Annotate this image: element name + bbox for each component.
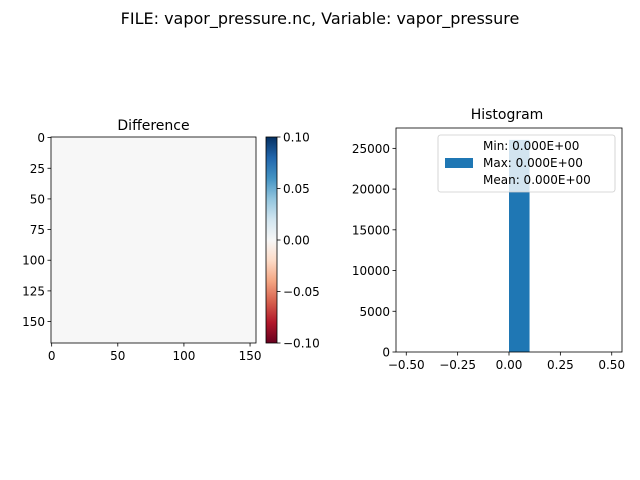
difference-ytick-label: 50: [30, 192, 45, 206]
difference-ytick-label: 150: [22, 315, 45, 329]
colorbar-frame: [265, 136, 278, 344]
colorbar-tick-label: −0.10: [283, 337, 320, 351]
histogram-ytick-label: 20000: [352, 183, 390, 197]
difference-ytick-label: 75: [30, 223, 45, 237]
difference-ytick-label: 100: [22, 254, 45, 268]
colorbar-tick-label: −0.05: [283, 285, 320, 299]
difference-heatmap-panel: Difference 0 50 100 150 0 25 50 75 100 125 150: [22, 118, 261, 363]
colorbar-tick-label: 0.10: [283, 131, 310, 145]
histogram-bar: [509, 139, 530, 352]
figure-suptitle: FILE: vapor_pressure.nc, Variable: vapor…: [121, 9, 520, 29]
histogram-ytick-label: 5000: [359, 305, 390, 319]
histogram-ytick-label: 0: [382, 346, 390, 360]
colorbar: 0.10 0.05 0.00 −0.05 −0.10: [265, 131, 320, 351]
legend-line: Min: 0.000E+00: [483, 139, 579, 153]
histogram-legend: Min: 0.000E+00 Max: 0.000E+00 Mean: 0.000E…: [437, 134, 616, 193]
colorbar-tick-label: 0.05: [283, 182, 310, 196]
histogram-ytick-label: 25000: [352, 142, 390, 156]
difference-ytick-label: 0: [37, 131, 45, 145]
legend-line: Max: 0.000E+00: [483, 156, 583, 170]
difference-title: Difference: [117, 118, 189, 134]
histogram-xtick-label: −0.25: [439, 358, 476, 372]
histogram-ytick-label: 15000: [352, 223, 390, 237]
difference-xtick-label: 100: [172, 349, 195, 363]
difference-xtick-label: 50: [110, 349, 125, 363]
difference-xtick-label: 0: [48, 349, 56, 363]
histogram-axes-frame: [395, 127, 623, 353]
histogram-xtick-label: 0.00: [496, 358, 523, 372]
histogram-title: Histogram: [471, 107, 544, 123]
histogram-xtick-label: 0.25: [547, 358, 574, 372]
legend-line: Mean: 0.000E+00: [483, 173, 591, 187]
histogram-xtick-label: 0.50: [598, 358, 625, 372]
difference-xtick-label: 150: [239, 349, 262, 363]
colorbar-gradient: [266, 137, 277, 343]
legend-box: [437, 134, 616, 193]
histogram-panel: Histogram −0.50 −0.25 0.00 0.25 0.50 0 5000 10…: [352, 107, 625, 372]
difference-axes-frame: [50, 136, 257, 344]
histogram-ytick-label: 10000: [352, 264, 390, 278]
difference-ytick-label: 25: [30, 162, 45, 176]
difference-image: [51, 137, 256, 343]
difference-ytick-label: 125: [22, 284, 45, 298]
colorbar-tick-label: 0.00: [283, 234, 310, 248]
legend-swatch: [445, 158, 473, 168]
histogram-xtick-label: −0.50: [388, 358, 425, 372]
